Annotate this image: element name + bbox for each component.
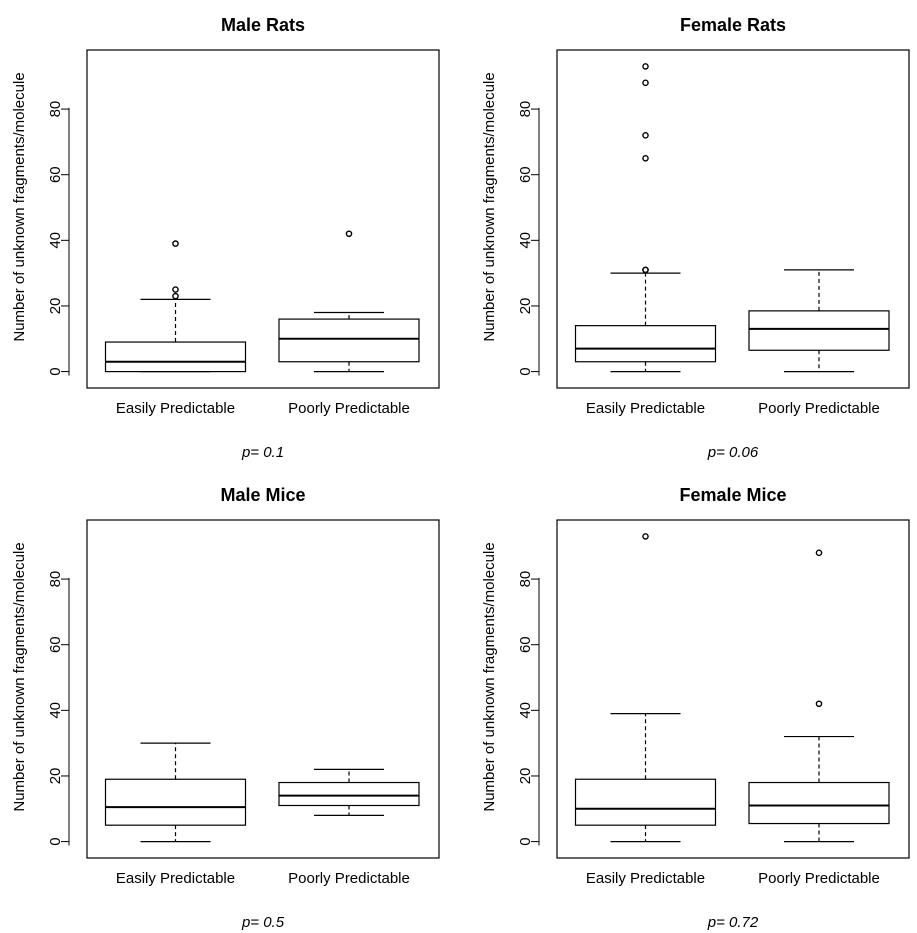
outlier-point: [815, 700, 823, 708]
outlier-point: [345, 230, 353, 238]
y-tick-label: 60: [517, 166, 534, 183]
category-label: Easily Predictable: [586, 400, 705, 417]
panel-title: Male Rats: [221, 15, 305, 35]
panel-male-mice: Male Mice Number of unknown fragments/mo…: [11, 485, 440, 931]
iqr-box: [748, 310, 890, 351]
outlier-point: [642, 132, 649, 139]
category-label: Poorly Predictable: [288, 400, 410, 417]
y-tick-label: 60: [47, 166, 64, 183]
iqr-box: [574, 778, 717, 826]
outlier-point: [642, 154, 649, 162]
outlier-point: [172, 286, 179, 293]
y-axis-label: Number of unknown fragments/molecule: [481, 542, 498, 811]
y-tick-label: 60: [517, 636, 534, 653]
box-plot: [748, 269, 890, 373]
outlier-point: [642, 533, 649, 540]
outlier-point: [172, 240, 179, 247]
y-tick-label: 60: [47, 636, 64, 653]
y-tick-label: 40: [47, 232, 64, 249]
category-label: Easily Predictable: [116, 400, 235, 417]
y-tick-label: 80: [47, 571, 64, 588]
outlier-point: [642, 266, 649, 274]
plot-frame: [86, 519, 440, 859]
y-tick-label: 0: [47, 367, 64, 375]
p-value-annotation: p= 0.1: [241, 444, 284, 461]
panel-male-rats: Male Rats Number of unknown fragments/mo…: [11, 15, 440, 461]
y-tick-label: 20: [517, 768, 534, 785]
category-label: Poorly Predictable: [288, 870, 410, 887]
y-axis-label: Number of unknown fragments/molecule: [481, 72, 498, 341]
panel-title: Male Mice: [220, 485, 305, 505]
outlier-point: [172, 292, 179, 300]
y-tick-label: 80: [517, 101, 534, 118]
iqr-box: [104, 778, 247, 826]
panel-female-mice: Female Mice Number of unknown fragments/…: [481, 485, 910, 931]
y-tick-label: 80: [517, 571, 534, 588]
category-label: Easily Predictable: [116, 870, 235, 887]
y-tick-label: 40: [47, 702, 64, 719]
iqr-box: [104, 341, 247, 373]
y-tick-label: 0: [47, 837, 64, 845]
category-label: Easily Predictable: [586, 870, 705, 887]
panel-female-rats: Female Rats Number of unknown fragments/…: [481, 15, 910, 461]
box-plot: [574, 533, 717, 843]
panel-title: Female Mice: [679, 485, 786, 505]
p-value-annotation: p= 0.72: [707, 914, 759, 931]
box-plot: [278, 768, 420, 816]
iqr-box: [574, 325, 717, 363]
category-label: Poorly Predictable: [758, 400, 880, 417]
box-plot: [748, 549, 890, 843]
y-tick-label: 20: [47, 768, 64, 785]
plot-frame: [86, 49, 440, 389]
plot-frame: [556, 49, 910, 389]
iqr-box: [748, 781, 890, 825]
y-axis-label: Number of unknown fragments/molecule: [11, 542, 28, 811]
y-tick-label: 20: [47, 298, 64, 315]
y-axis-label: Number of unknown fragments/molecule: [11, 72, 28, 341]
y-tick-label: 40: [517, 702, 534, 719]
panel-title: Female Rats: [680, 15, 786, 35]
category-label: Poorly Predictable: [758, 870, 880, 887]
iqr-box: [278, 781, 420, 807]
y-tick-label: 20: [517, 298, 534, 315]
outlier-point: [642, 79, 649, 87]
box-plot: [574, 63, 717, 373]
y-tick-label: 40: [517, 232, 534, 249]
box-plot: [104, 240, 247, 373]
p-value-annotation: p= 0.06: [707, 444, 759, 461]
box-plot: [278, 230, 420, 373]
iqr-box: [278, 318, 420, 363]
y-tick-label: 80: [47, 101, 64, 118]
box-plot: [104, 742, 247, 843]
plot-frame: [556, 519, 910, 859]
outlier-point: [815, 549, 823, 557]
y-tick-label: 0: [517, 367, 534, 375]
y-tick-label: 0: [517, 837, 534, 845]
outlier-point: [642, 63, 649, 70]
p-value-annotation: p= 0.5: [241, 914, 285, 931]
